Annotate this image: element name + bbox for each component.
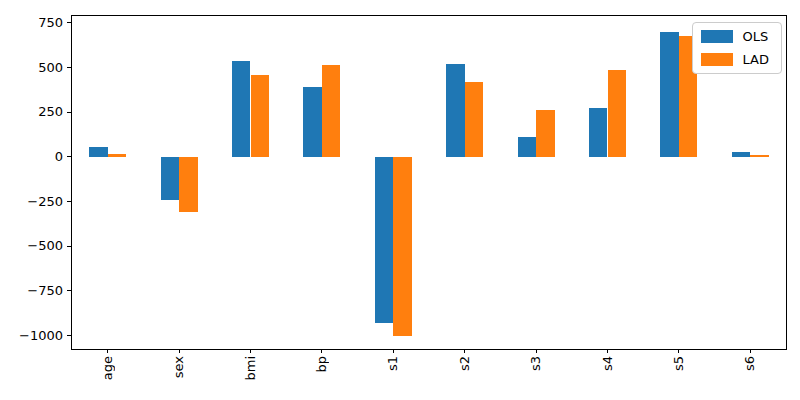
- bar-ols-s6: [732, 152, 751, 157]
- x-tick-mark: [321, 349, 322, 353]
- legend-entry-lad: LAD: [701, 52, 773, 67]
- figure: OLS LAD 750 500 250 0 −250 −500 −750 −1000 age sex…: [0, 0, 800, 400]
- y-tick-label: −1000: [2, 328, 63, 344]
- bar-ols-s3: [518, 137, 537, 157]
- x-tick-label: s2: [457, 356, 473, 371]
- bar-lad-bp: [322, 65, 341, 157]
- x-tick-label: bp: [314, 356, 330, 373]
- bar-lad-s4: [608, 70, 627, 157]
- bar-ols-s2: [446, 64, 465, 157]
- legend-swatch-ols: [701, 30, 733, 43]
- y-tick-label: 500: [2, 60, 63, 76]
- bar-lad-sex: [179, 157, 198, 212]
- y-tick-label: 750: [2, 15, 63, 31]
- x-tick-label: age: [100, 356, 116, 380]
- x-tick-label: s5: [671, 356, 687, 371]
- y-tick-label: −250: [2, 194, 63, 210]
- y-tick-mark: [67, 290, 71, 291]
- x-tick-mark: [464, 349, 465, 353]
- legend-swatch-lad: [701, 53, 733, 66]
- bar-ols-bp: [303, 87, 322, 156]
- y-tick-label: 250: [2, 104, 63, 120]
- x-tick-label: bmi: [243, 356, 259, 381]
- x-tick-mark: [107, 349, 108, 353]
- y-tick-mark: [67, 112, 71, 113]
- legend-entry-ols: OLS: [701, 29, 773, 44]
- y-tick-mark: [67, 246, 71, 247]
- bar-lad-s3: [536, 110, 555, 157]
- x-tick-label: s3: [528, 356, 544, 371]
- x-tick-label: s1: [385, 356, 401, 371]
- bar-ols-age: [89, 147, 108, 157]
- y-tick-mark: [67, 22, 71, 23]
- bar-ols-s5: [660, 32, 679, 157]
- y-tick-mark: [67, 201, 71, 202]
- bar-ols-s4: [589, 108, 608, 157]
- axes: OLSLAD 7505002500−250−500−750−1000agesex…: [71, 15, 787, 350]
- y-tick-label: 0: [2, 149, 63, 165]
- y-tick-mark: [67, 67, 71, 68]
- y-tick-label: −500: [2, 238, 63, 254]
- legend: OLS LAD: [692, 22, 782, 74]
- bar-lad-s1: [393, 157, 412, 336]
- x-tick-mark: [179, 349, 180, 353]
- x-tick-mark: [536, 349, 537, 353]
- x-tick-label: s6: [742, 356, 758, 371]
- x-tick-label: sex: [171, 356, 187, 378]
- bar-lad-s2: [465, 82, 484, 157]
- x-tick-mark: [750, 349, 751, 353]
- x-tick-label: s4: [600, 356, 616, 371]
- bar-lad-age: [108, 154, 127, 157]
- y-tick-label: −750: [2, 283, 63, 299]
- bar-lad-s6: [750, 155, 769, 157]
- x-tick-mark: [607, 349, 608, 353]
- legend-label: OLS: [743, 29, 773, 44]
- x-tick-mark: [678, 349, 679, 353]
- legend-label: LAD: [743, 52, 773, 67]
- bar-lad-bmi: [251, 75, 270, 157]
- bar-ols-bmi: [232, 61, 251, 157]
- x-tick-mark: [393, 349, 394, 353]
- bar-ols-sex: [161, 157, 180, 200]
- x-tick-mark: [250, 349, 251, 353]
- y-tick-mark: [67, 335, 71, 336]
- bar-ols-s1: [375, 157, 394, 323]
- y-tick-mark: [67, 156, 71, 157]
